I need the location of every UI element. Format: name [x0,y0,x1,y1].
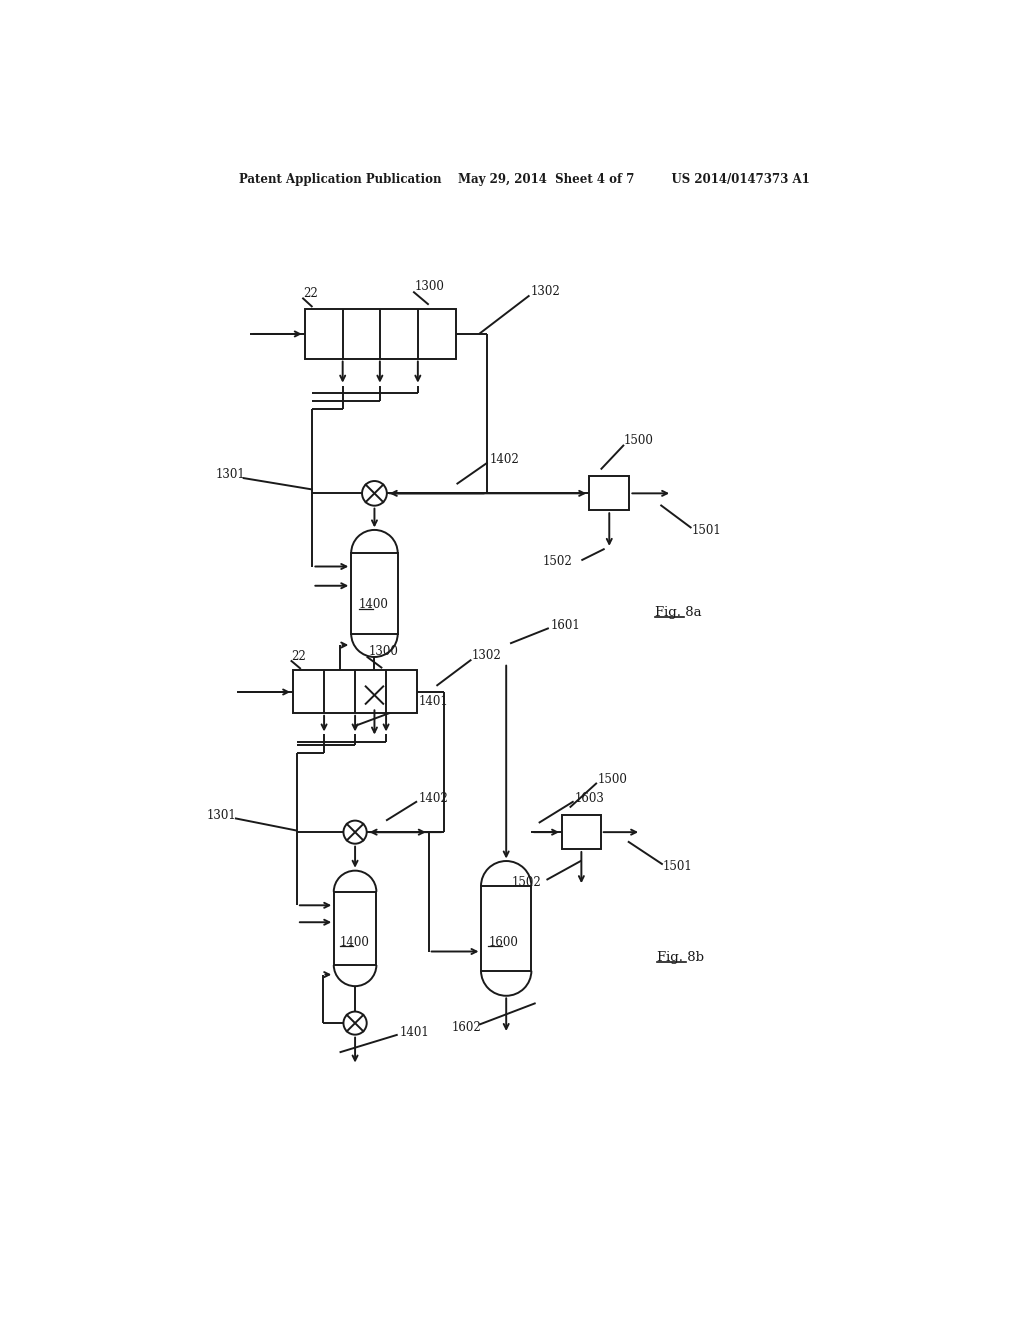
Bar [293,671,417,713]
Text: 1500: 1500 [624,434,654,447]
Text: 1302: 1302 [471,648,501,661]
Circle shape [362,480,387,506]
Text: Fig. 8b: Fig. 8b [656,952,703,964]
Text: 1300: 1300 [415,280,444,293]
Text: 1500: 1500 [598,774,628,787]
Text: 1402: 1402 [489,453,519,466]
Text: 22: 22 [292,649,306,663]
Bar [305,309,456,359]
Text: 1601: 1601 [550,619,581,632]
Text: 1400: 1400 [359,598,389,611]
Text: 1602: 1602 [452,1022,481,1035]
Text: 1502: 1502 [543,556,572,569]
Text: Patent Application Publication    May 29, 2014  Sheet 4 of 7         US 2014/014: Patent Application Publication May 29, 2… [240,173,810,186]
Circle shape [343,1011,367,1035]
Text: Fig. 8a: Fig. 8a [655,606,701,619]
Bar [589,475,630,511]
Bar [562,816,601,849]
Text: 1402: 1402 [419,792,449,805]
Text: 1603: 1603 [574,792,604,805]
Text: 1300: 1300 [369,645,398,659]
Circle shape [343,821,367,843]
Text: 1301: 1301 [216,467,246,480]
Text: 1401: 1401 [399,1026,429,1039]
Text: 1502: 1502 [512,876,542,890]
Bar [351,553,397,634]
Text: 1401: 1401 [419,694,449,708]
Text: 22: 22 [303,286,317,300]
Text: 1600: 1600 [488,936,518,949]
Text: 1400: 1400 [340,936,370,949]
Bar [334,892,377,965]
Bar [481,886,531,970]
Text: 1301: 1301 [206,809,236,822]
Circle shape [362,682,387,708]
Text: 1501: 1501 [691,524,721,537]
Text: 1501: 1501 [663,861,692,874]
Text: 1302: 1302 [531,285,561,298]
